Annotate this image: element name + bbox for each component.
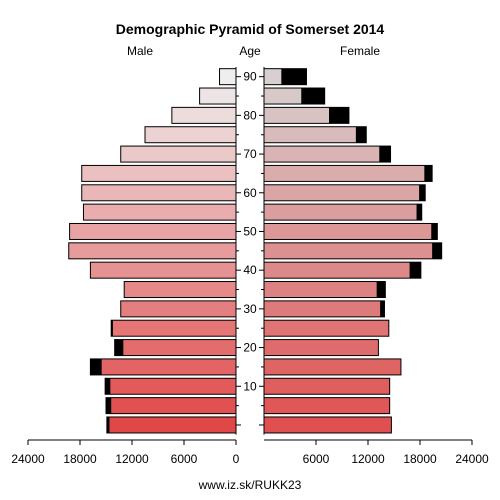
female-bar-50-54 (263, 222, 438, 240)
age-tick-label: 80 (243, 108, 257, 122)
male-bar-35-39 (123, 281, 237, 299)
male-bar-90+ (219, 68, 237, 86)
x-tick-label: 0 (233, 452, 240, 466)
age-tick-label: 20 (243, 341, 257, 355)
male-bar-60-64 (81, 184, 237, 202)
female-bar-15-19 (263, 358, 402, 376)
female-excess-85-89 (301, 88, 325, 105)
female-bar-10-14 (263, 377, 391, 395)
male-bar-85-89 (199, 87, 237, 105)
male-bar-30-34 (120, 300, 237, 318)
male-bar-0-4 (106, 416, 237, 434)
male-bar-20-24 (114, 339, 237, 357)
axes-layer: 24000 18000 12000 6000 0 6000 12000 18000 24000 1… (11, 67, 489, 466)
male-bar-55-59 (82, 203, 237, 221)
male-bar-80-84 (171, 106, 237, 124)
male-header: Male (127, 44, 153, 58)
female-bar-20-24 (263, 339, 379, 357)
female-excess-90+ (281, 68, 307, 85)
female-excess-65-69 (424, 165, 433, 182)
male-excess-20-24 (114, 339, 124, 356)
male-bar-70-74 (120, 145, 237, 163)
male-excess-5-9 (106, 397, 112, 414)
female-excess-80-84 (329, 107, 349, 124)
male-bar-40-44 (89, 261, 237, 279)
female-excess-60-64 (419, 184, 426, 201)
female-bar-30-34 (263, 300, 385, 318)
male-bar-25-29 (110, 319, 237, 337)
x-tick-label: 18000 (403, 452, 437, 466)
chart-title: Demographic Pyramid of Somerset 2014 (116, 21, 385, 37)
x-tick-label: 24000 (455, 452, 489, 466)
age-tick-label: 90 (243, 70, 257, 84)
female-bar-60-64 (263, 184, 426, 202)
female-bar-5-9 (263, 397, 391, 415)
male-excess-10-14 (105, 378, 111, 395)
x-tick-label: 12000 (115, 452, 149, 466)
female-excess-30-34 (380, 300, 385, 317)
male-bar-10-14 (104, 377, 237, 395)
age-tick-label: 40 (243, 263, 257, 277)
male-bar-5-9 (105, 397, 237, 415)
female-bar-25-29 (263, 319, 390, 337)
female-header: Female (340, 44, 380, 58)
male-bar-15-19 (89, 358, 237, 376)
female-excess-35-39 (376, 281, 386, 298)
male-excess-15-19 (90, 358, 102, 375)
female-excess-50-54 (431, 223, 438, 240)
age-tick-label: 70 (243, 147, 257, 161)
male-bar-65-69 (81, 164, 237, 182)
x-tick-label: 6000 (303, 452, 330, 466)
male-bar-75-79 (144, 126, 237, 144)
male-bar-45-49 (68, 242, 237, 260)
x-tick-label: 12000 (351, 452, 385, 466)
female-bar-55-59 (263, 203, 423, 221)
female-bar-40-44 (263, 261, 422, 279)
bars-layer (68, 68, 443, 434)
male-bar-50-54 (69, 222, 237, 240)
female-bar-70-74 (263, 145, 392, 163)
x-tick-label: 18000 (63, 452, 97, 466)
age-tick-label: 60 (243, 186, 257, 200)
male-excess-25-29 (111, 320, 113, 337)
female-bar-35-39 (263, 281, 386, 299)
source-footer: www.iz.sk/RUKK23 (198, 478, 302, 492)
female-bar-0-4 (263, 416, 392, 434)
female-bar-65-69 (263, 164, 433, 182)
age-tick-label: 50 (243, 224, 257, 238)
female-excess-75-79 (355, 126, 367, 143)
female-excess-40-44 (409, 262, 421, 279)
x-tick-label: 6000 (171, 452, 198, 466)
age-tick-label: 30 (243, 302, 257, 316)
male-excess-0-4 (106, 416, 110, 433)
female-bar-75-79 (263, 126, 367, 144)
female-excess-70-74 (379, 146, 391, 163)
age-header: Age (239, 44, 261, 58)
female-excess-55-59 (416, 204, 422, 221)
female-bar-45-49 (263, 242, 443, 260)
female-excess-45-49 (432, 242, 442, 259)
x-tick-label: 24000 (11, 452, 45, 466)
age-tick-label: 10 (243, 379, 257, 393)
